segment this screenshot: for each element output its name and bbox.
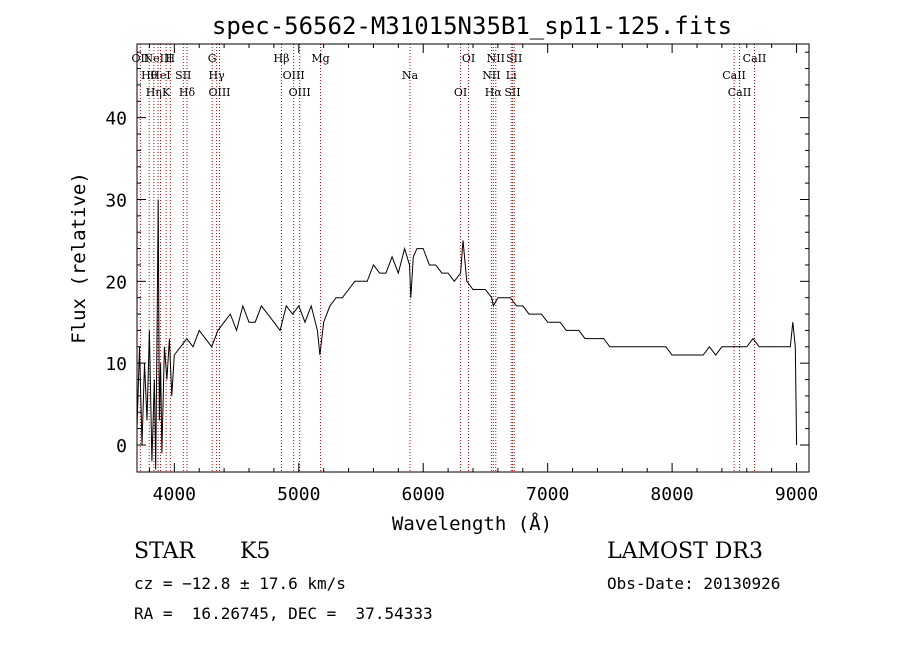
annotation-label: CaII	[722, 69, 746, 82]
annotation-label: OIII	[289, 86, 311, 99]
annotation-label: Mg	[311, 52, 329, 65]
y-tick-label: 0	[116, 436, 127, 457]
y-tick-label: 20	[105, 272, 127, 293]
object-type: STAR	[134, 539, 195, 564]
x-axis-label: Wavelength (Å)	[392, 512, 552, 535]
x-axis-ticks: 4000 5000 6000 7000 8000 9000	[148, 44, 818, 505]
annotation-label: NII	[482, 69, 500, 82]
line-annotation-labels: OII Hθ Hη NeIII HeI K H SII Hδ G Hγ OIII Hβ OIII OIII M…	[132, 52, 767, 99]
annotation-label: OIII	[283, 69, 305, 82]
y-axis-ticks: 0 10 20 30 40	[105, 51, 809, 457]
annotation-label: Hβ	[274, 52, 290, 65]
x-tick-label: 6000	[402, 484, 445, 505]
annotation-label: Li	[506, 69, 517, 82]
annotation-label: SII	[504, 86, 520, 99]
annotation-label: OIII	[208, 86, 230, 99]
annotation-label: OII	[132, 52, 150, 65]
y-tick-label: 30	[105, 190, 127, 211]
spectral-subclass: K5	[240, 539, 271, 564]
x-tick-label: 8000	[650, 484, 693, 505]
annotation-label: HeI	[150, 69, 170, 82]
survey-name: LAMOST DR3	[607, 539, 763, 564]
annotation-label: NeIII	[143, 52, 172, 65]
annotation-label: CaII	[743, 52, 767, 65]
x-tick-label: 7000	[526, 484, 569, 505]
plot-frame	[136, 43, 810, 473]
y-tick-label: 40	[105, 109, 127, 130]
coordinates: RA = 16.26745, DEC = 37.54333	[134, 604, 433, 623]
annotation-label: H	[166, 52, 176, 65]
annotation-label: SII	[506, 52, 522, 65]
annotation-label: Hθ	[141, 69, 158, 82]
annotation-label: Hα	[485, 86, 503, 99]
x-tick-label: 9000	[775, 484, 818, 505]
annotation-label: OI	[454, 86, 467, 99]
annotation-label: Hγ	[209, 69, 226, 82]
annotation-label: G	[208, 52, 217, 65]
chart-title: spec-56562-M31015N35B1_sp11-125.fits	[212, 12, 732, 40]
annotation-label: CaII	[728, 86, 752, 99]
y-axis-label: Flux (relative)	[68, 172, 90, 344]
observation-date: Obs-Date: 20130926	[607, 574, 781, 593]
spectrum-line	[136, 199, 798, 470]
redshift-velocity: cz = −12.8 ± 17.6 km/s	[134, 574, 346, 593]
x-tick-label: 5000	[277, 484, 320, 505]
annotation-label: Hδ	[179, 86, 196, 99]
line-annotation-markers	[139, 44, 755, 472]
x-tick-label: 4000	[153, 484, 196, 505]
annotation-label: Hη	[146, 86, 162, 99]
y-tick-label: 10	[105, 354, 127, 375]
annotation-label: OI	[462, 52, 475, 65]
annotation-label: NII	[487, 52, 505, 65]
annotation-label: Na	[402, 69, 419, 82]
annotation-label: K	[162, 86, 171, 99]
annotation-label: SII	[175, 69, 191, 82]
